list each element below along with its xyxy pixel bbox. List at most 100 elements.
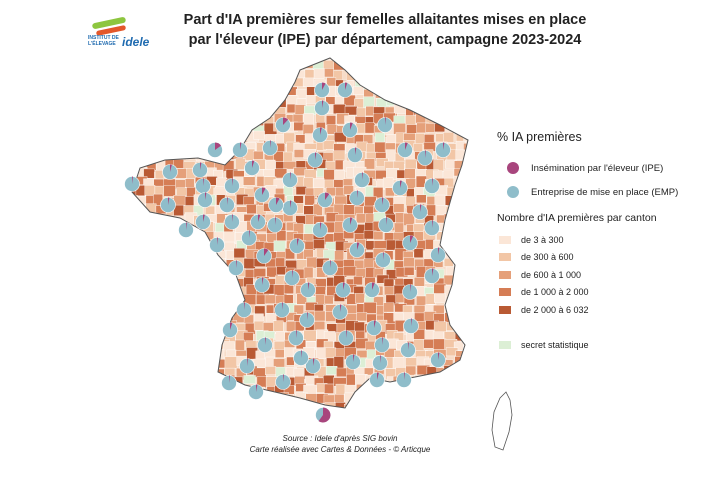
canton-cell: [283, 284, 294, 295]
canton-cell: [435, 384, 449, 395]
canton-cell: [136, 59, 150, 71]
canton-cell: [393, 58, 407, 65]
department-pie-ipe: [313, 358, 315, 366]
canton-cell: [395, 96, 406, 106]
canton-cell: [185, 287, 196, 297]
corsica-outline: [491, 391, 513, 451]
canton-cell: [192, 133, 203, 145]
canton-cell: [205, 58, 216, 61]
canton-cell: [442, 395, 454, 407]
canton-cell: [433, 338, 447, 350]
canton-cell: [394, 222, 404, 234]
department-pie-ipe: [438, 247, 440, 255]
canton-cell: [446, 410, 455, 419]
canton-cell: [133, 249, 146, 259]
canton-cell: [182, 123, 193, 136]
canton-cell: [293, 413, 306, 424]
canton-cell: [133, 141, 147, 151]
canton-cell: [265, 366, 277, 375]
canton-cell: [132, 338, 134, 348]
canton-cell: [145, 79, 156, 89]
department-pie-ipe: [262, 187, 266, 195]
department-pie-ipe: [432, 268, 434, 276]
canton-cell: [243, 86, 255, 99]
canton-cell: [275, 68, 288, 81]
canton-cell: [423, 79, 434, 92]
canton-cell: [203, 70, 215, 81]
canton-cell: [184, 131, 198, 142]
canton-cell: [253, 268, 266, 278]
canton-cell: [387, 411, 396, 422]
canton-cell: [163, 346, 175, 358]
department-pie-ipe: [382, 337, 383, 345]
class-2-swatch: [499, 253, 511, 262]
canton-cell: [186, 358, 196, 369]
canton-cell: [165, 251, 178, 261]
canton-cell: [445, 376, 455, 389]
canton-cell: [344, 384, 356, 395]
canton-cell: [434, 293, 446, 303]
canton-cell: [132, 332, 140, 341]
ipe-label: Insémination par l'éleveur (IPE): [531, 162, 664, 174]
department-pie-ipe: [247, 358, 248, 366]
canton-cell: [132, 269, 134, 280]
canton-cell: [454, 241, 466, 251]
canton-cell: [405, 68, 416, 79]
canton-cell: [223, 294, 237, 304]
department-pie-ipe: [232, 178, 233, 186]
canton-cell: [404, 58, 416, 65]
canton-cell: [305, 393, 317, 405]
canton-cell: [155, 302, 169, 314]
canton-cell: [206, 329, 220, 339]
canton-cell: [203, 392, 213, 404]
department-pie-ipe: [270, 140, 271, 148]
canton-cell: [143, 383, 156, 392]
canton-cell: [296, 58, 309, 63]
canton-cell: [143, 221, 157, 231]
canton-cell: [156, 286, 167, 298]
canton-cell: [375, 412, 387, 422]
canton-cell: [146, 212, 158, 222]
canton-cell: [184, 377, 195, 389]
canton-cell: [132, 115, 137, 125]
canton-cell: [136, 266, 146, 276]
canton-cell: [166, 107, 180, 118]
canton-cell: [183, 257, 195, 268]
canton-cell: [455, 60, 467, 71]
canton-cell: [203, 97, 215, 107]
canton-cell: [242, 176, 256, 186]
canton-cell: [196, 277, 210, 289]
canton-cell: [173, 251, 185, 263]
department-pie-ipe: [320, 222, 322, 230]
canton-cell: [132, 104, 137, 116]
canton-cell: [353, 276, 363, 286]
canton-cell: [172, 123, 185, 135]
canton-cell: [132, 394, 135, 407]
department-pie-ipe: [380, 355, 381, 363]
canton-cell: [365, 58, 376, 65]
canton-cell: [256, 69, 267, 82]
canton-cell: [223, 132, 235, 143]
canton-cell: [384, 58, 397, 62]
canton-cell: [345, 58, 357, 61]
canton-cell: [176, 149, 187, 159]
canton-cell: [143, 393, 154, 406]
canton-cell: [356, 69, 367, 79]
canton-cell: [204, 313, 218, 325]
canton-cell: [455, 269, 467, 279]
canton-cell: [444, 86, 458, 98]
canton-cell: [184, 178, 195, 188]
canton-cell: [132, 78, 135, 88]
canton-cell: [195, 233, 207, 244]
canton-cell: [355, 60, 368, 70]
canton-cell: [403, 80, 415, 92]
department-pie-ipe: [236, 260, 237, 268]
canton-cell: [143, 305, 156, 317]
canton-cell: [293, 304, 305, 315]
canton-cell: [233, 69, 246, 81]
canton-cell: [393, 60, 404, 72]
logo-subtitle: INSTITUT DE L'ÉLEVAGE: [88, 35, 122, 47]
canton-cell: [144, 185, 156, 196]
canton-cell: [144, 359, 155, 370]
canton-cell: [446, 98, 457, 112]
